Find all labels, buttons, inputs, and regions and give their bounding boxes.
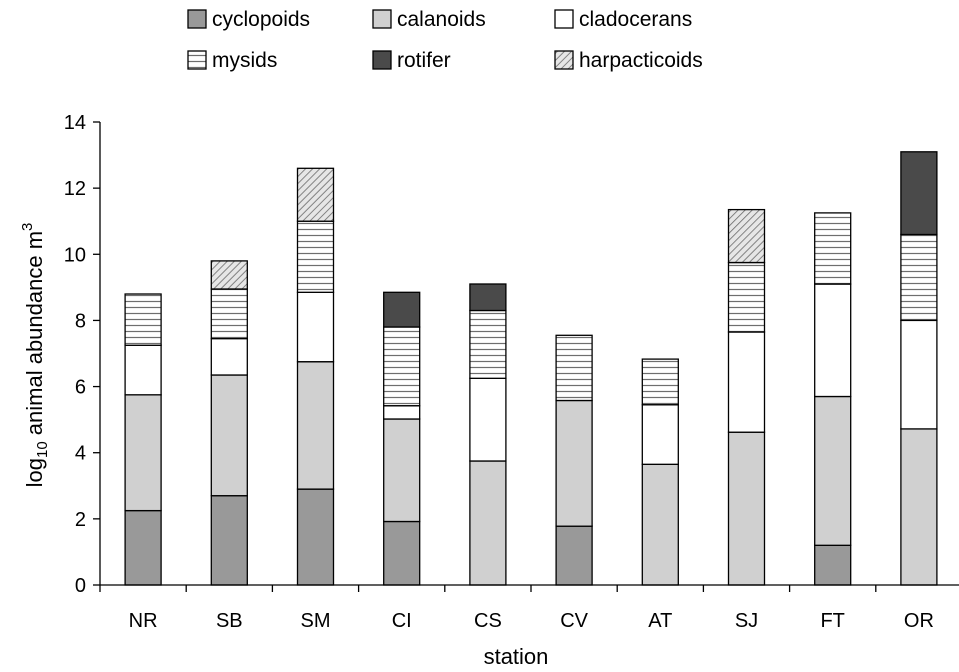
bar-segment-mysids-sb [210,288,248,340]
y-tick-label: 0 [75,575,86,597]
y-tick-label: 12 [64,178,86,200]
y-tick-label: 14 [64,112,86,134]
bar-segment-calanoids-at [641,463,679,586]
bar-segment-mysids-cv [555,334,593,402]
bar-segment-mysids-at [641,358,679,406]
bar-segment-calanoids-nr [124,394,162,512]
bar-segment-cyclopoids-nr [124,509,162,586]
legend-label-calanoids: calanoids [397,8,486,31]
legend-swatch-rotifer [372,50,392,70]
bar-segment-cyclopoids-ft [814,544,852,586]
x-tick-label: FT [820,610,844,632]
bar-segment-mysids-cs [469,309,507,379]
bar-segment-mysids-sm [296,220,335,293]
bar-segment-cladocerans-or [900,319,938,430]
bar-segment-cladocerans-sm [296,291,335,363]
bar-segment-cladocerans-sj [727,331,766,433]
bar-segment-mysids-or [900,233,938,322]
bars [124,151,938,586]
x-tick-label: CI [392,610,412,632]
bar-segment-cladocerans-ci [383,405,421,420]
x-tick-label: OR [904,610,934,632]
legend-swatch-harpacticoids [554,50,574,70]
legend-label-cladocerans: cladocerans [579,8,692,31]
bar-segment-cladocerans-nr [124,344,162,396]
bar-segment-mysids-ft [814,212,852,285]
bar-segment-rotifer-or [900,151,938,236]
legend-swatch-mysids [187,50,207,70]
bar-segment-rotifer-ci [383,291,421,328]
legend-label-harpacticoids: harpacticoids [579,49,703,72]
x-tick-label: SB [216,610,243,632]
x-tick-label: CS [474,610,502,632]
bar-segment-calanoids-cs [469,460,507,586]
axes: 0 2 4 6 8 10 12 14 NR SB SM CI CS CV AT SJ FT OR [64,112,959,632]
legend-label-mysids: mysids [212,49,277,72]
bar-segment-cladocerans-at [641,404,679,465]
bar-segment-cladocerans-ft [814,283,852,398]
bar-segment-calanoids-ft [814,395,852,546]
legend-swatch-cyclopoids [187,9,207,29]
x-tick-label: AT [648,610,672,632]
y-tick-label: 8 [75,310,86,332]
bar-segment-cyclopoids-sm [296,488,335,586]
x-axis-title: station [484,644,549,669]
legend-swatch-calanoids [372,9,392,29]
bar-segment-calanoids-sb [210,374,248,497]
x-tick-label: SM [301,610,331,632]
bar-segment-mysids-ci [383,326,421,407]
legend-label-rotifer: rotifer [397,49,451,72]
bar-segment-harpacticoids-sm [296,167,335,222]
bar-segment-calanoids-or [900,428,938,586]
y-axis-title: log10 animal abundance m3 [19,223,51,488]
x-tick-label: NR [129,610,158,632]
bar-segment-calanoids-ci [383,418,421,523]
bar-segment-cyclopoids-cv [555,525,593,586]
bar-segment-calanoids-sj [727,431,766,586]
x-tick-label: CV [560,610,588,632]
legend-label-cyclopoids: cyclopoids [212,8,310,31]
y-tick-label: 6 [75,377,86,399]
bar-segment-rotifer-cs [469,283,507,312]
y-tick-label: 2 [75,509,86,531]
y-tick-label: 4 [75,443,86,465]
bar-segment-cladocerans-sb [210,337,248,376]
legend: cyclopoids calanoids cladocerans mysids roti… [187,8,703,72]
x-tick-label: SJ [735,610,758,632]
bar-segment-cladocerans-cs [469,377,507,462]
bar-segment-mysids-nr [124,293,162,346]
bar-segment-cyclopoids-ci [383,520,421,586]
y-tick-label: 10 [64,244,86,266]
bar-segment-harpacticoids-sj [727,208,766,264]
bar-segment-calanoids-sm [296,361,335,490]
bar-segment-cyclopoids-sb [210,495,248,586]
bar-segment-calanoids-cv [555,399,593,527]
legend-swatch-cladocerans [554,9,574,29]
bar-segment-mysids-sj [727,261,766,333]
bar-segment-harpacticoids-sb [210,260,248,290]
